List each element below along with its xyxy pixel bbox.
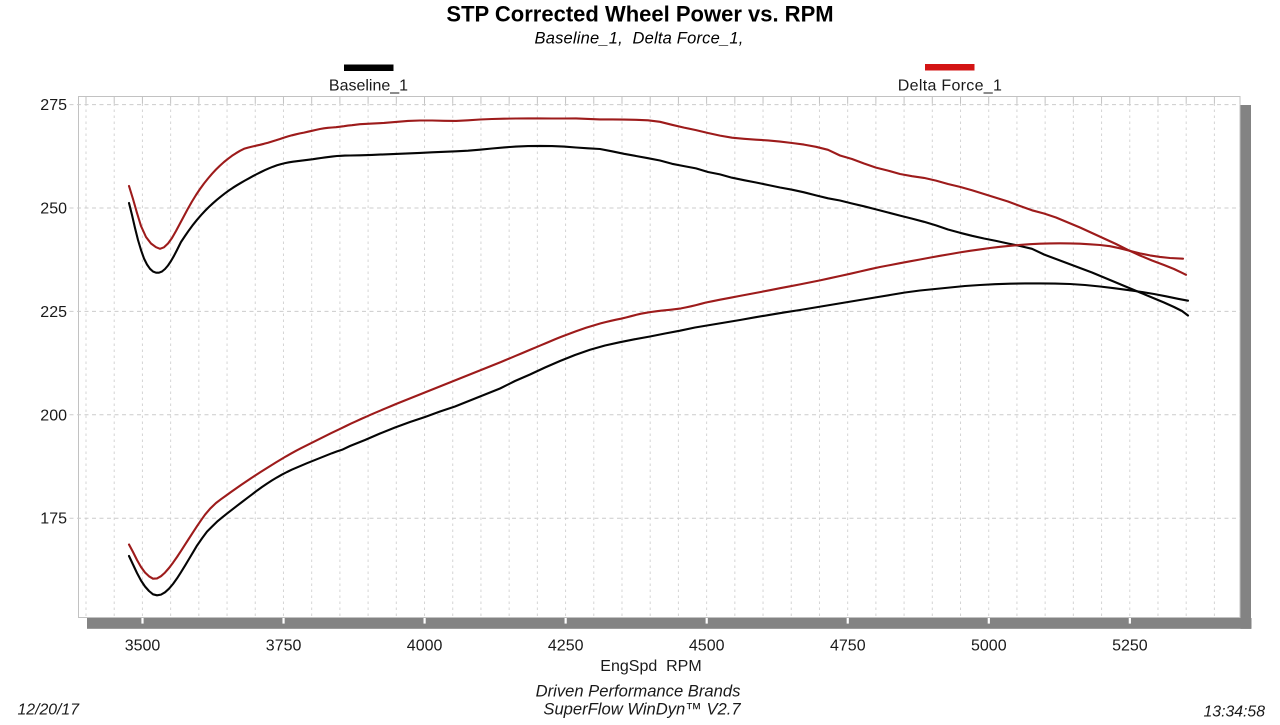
svg-text:SuperFlow WinDyn™ V2.7: SuperFlow WinDyn™ V2.7 bbox=[543, 700, 741, 719]
svg-text:275: 275 bbox=[40, 97, 67, 114]
svg-text:Driven Performance Brands: Driven Performance Brands bbox=[536, 682, 741, 701]
svg-text:4000: 4000 bbox=[407, 638, 443, 655]
svg-text:Baseline_1, Delta Force_1,: Baseline_1, Delta Force_1, bbox=[534, 30, 743, 48]
svg-text:200: 200 bbox=[40, 407, 67, 424]
svg-text:5000: 5000 bbox=[971, 638, 1007, 655]
svg-text:12/20/17: 12/20/17 bbox=[18, 702, 81, 719]
svg-text:3750: 3750 bbox=[266, 638, 302, 655]
svg-text:13:34:58: 13:34:58 bbox=[1204, 704, 1266, 721]
svg-text:5250: 5250 bbox=[1112, 638, 1148, 655]
svg-text:250: 250 bbox=[40, 201, 67, 218]
svg-text:225: 225 bbox=[40, 304, 67, 321]
svg-text:Delta Force_1: Delta Force_1 bbox=[898, 78, 1002, 95]
svg-text:4500: 4500 bbox=[689, 638, 725, 655]
svg-text:4250: 4250 bbox=[548, 638, 584, 655]
svg-text:3500: 3500 bbox=[125, 638, 161, 655]
svg-text:STP Corrected Wheel Power vs.: STP Corrected Wheel Power vs. RPM bbox=[446, 2, 833, 27]
svg-text:175: 175 bbox=[40, 511, 67, 528]
svg-text:4750: 4750 bbox=[830, 638, 866, 655]
svg-text:EngSpd RPM: EngSpd RPM bbox=[600, 658, 701, 675]
svg-text:Baseline_1: Baseline_1 bbox=[329, 78, 408, 95]
